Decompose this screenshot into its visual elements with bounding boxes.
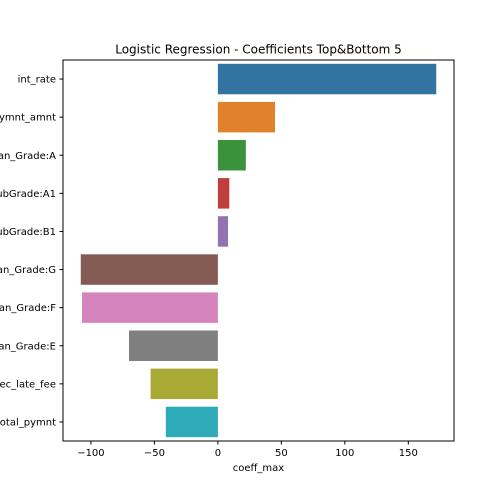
y-tick-label: an_Grade:E	[0, 341, 56, 352]
y-tick-label: an_Grade:G	[0, 265, 56, 276]
bar-2	[217, 140, 246, 171]
x-tick-label: 150	[399, 448, 418, 459]
y-tick-label: otal_pymnt	[0, 417, 56, 428]
bar-1	[217, 101, 276, 133]
y-tick-label: ec_late_fee	[0, 379, 56, 390]
x-axis-label: coeff_max	[233, 463, 285, 474]
chart-title: Logistic Regression - Coefficients Top&B…	[115, 43, 402, 57]
y-axis-ticks: int_rate pymnt_amnt an_Grade:A ubGrade:A1 ub…	[0, 75, 63, 428]
y-tick-label: pymnt_amnt	[0, 113, 56, 124]
bar-5	[80, 254, 218, 285]
y-tick-label: int_rate	[18, 75, 56, 86]
plot-frame	[62, 59, 455, 442]
bar-8	[150, 368, 218, 400]
x-tick-label: 0	[215, 448, 221, 459]
y-tick-label: ubGrade:B1	[0, 227, 56, 238]
bar-6	[82, 292, 218, 323]
x-tick-label: −50	[144, 448, 165, 459]
y-tick-label: an_Grade:F	[0, 303, 56, 314]
x-tick-label: 100	[335, 448, 354, 459]
x-axis-ticks: −100 −50 0 50 100 150	[77, 441, 418, 459]
bars-group	[80, 63, 437, 438]
y-tick-label: ubGrade:A1	[0, 189, 56, 200]
bar-9	[165, 406, 218, 438]
x-tick-label: 50	[275, 448, 288, 459]
bar-4	[217, 216, 229, 247]
y-tick-label: an_Grade:A	[0, 151, 56, 162]
bar-3	[217, 178, 230, 209]
bar-0	[217, 63, 437, 95]
bar-7	[129, 330, 218, 361]
x-tick-label: −100	[77, 448, 104, 459]
